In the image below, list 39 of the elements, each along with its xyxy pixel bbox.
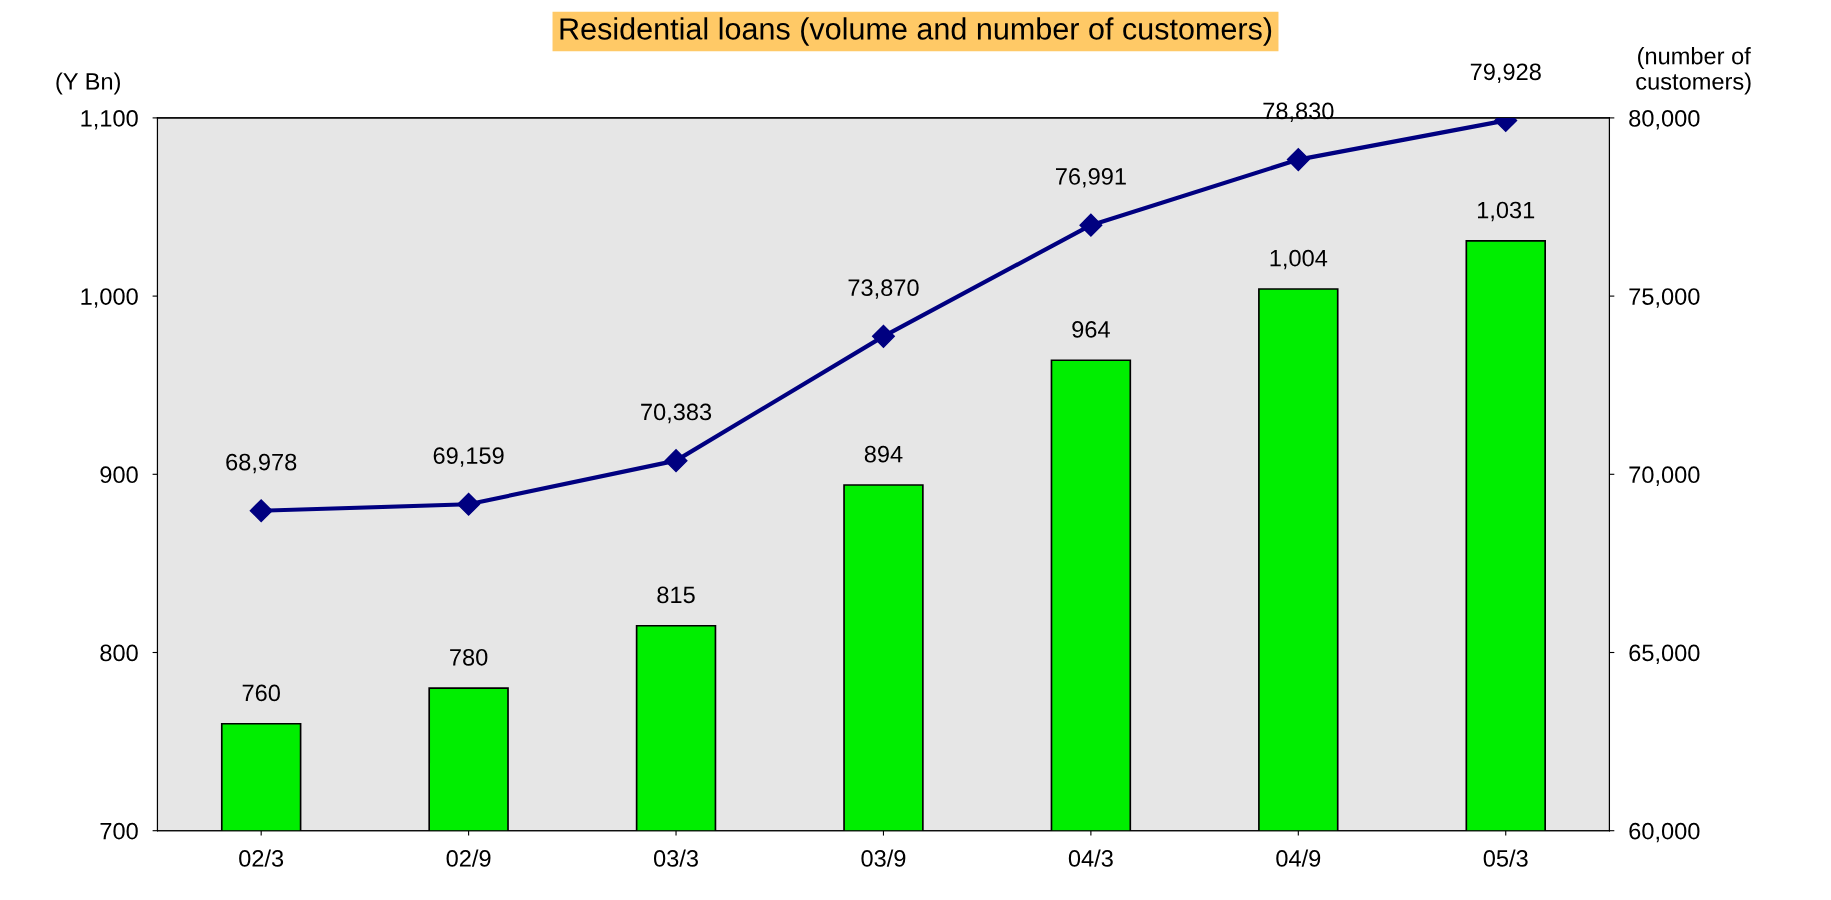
chart-title: Residential loans (volume and number of customers) bbox=[560, 17, 1272, 46]
data-label: 70,383 bbox=[641, 403, 712, 424]
x-tick-label: 02/9 bbox=[446, 849, 491, 867]
x-tick-label: 04/9 bbox=[1276, 849, 1321, 867]
data-label: 760 bbox=[242, 684, 280, 702]
y-tick-label: 1,100 bbox=[81, 109, 138, 130]
x-tick-label: 05/3 bbox=[1483, 849, 1528, 867]
x-tick-label: 02/3 bbox=[239, 849, 284, 867]
y-tick-label: 800 bbox=[100, 644, 138, 662]
y-tick-label: 900 bbox=[100, 466, 138, 484]
data-label: 780 bbox=[450, 648, 488, 666]
point bbox=[664, 449, 688, 473]
data-label: 68,978 bbox=[226, 453, 297, 474]
x-tick-label: 03/9 bbox=[861, 849, 906, 867]
y-tick-label: 1,000 bbox=[81, 288, 138, 308]
y2-tick-label: 80,000 bbox=[1629, 109, 1700, 130]
y2-tick-label: 60,000 bbox=[1629, 822, 1700, 843]
data-label: 73,870 bbox=[848, 279, 919, 299]
y2-tick-label: 65,000 bbox=[1629, 644, 1700, 665]
data-label: 76,991 bbox=[1055, 168, 1126, 188]
y2-axis-title: (number of customers) bbox=[1636, 47, 1751, 95]
data-label: 964 bbox=[1072, 321, 1110, 338]
point bbox=[457, 492, 481, 516]
point bbox=[871, 324, 895, 348]
data-label: 894 bbox=[864, 445, 903, 463]
data-label: 1,004 bbox=[1270, 249, 1328, 270]
point bbox=[1079, 213, 1103, 237]
data-label: 815 bbox=[657, 586, 695, 604]
y2-tick-label: 75,000 bbox=[1629, 288, 1700, 308]
data-label: 79,928 bbox=[1470, 63, 1541, 83]
data-label: 1,031 bbox=[1478, 201, 1535, 222]
point bbox=[1286, 148, 1310, 172]
y-axis-title: (Y Bn) bbox=[56, 72, 120, 95]
data-label: 69,159 bbox=[433, 447, 504, 467]
point bbox=[249, 499, 273, 523]
x-tick-label: 03/3 bbox=[653, 849, 698, 867]
y-tick-label: 700 bbox=[100, 822, 138, 840]
y2-tick-label: 70,000 bbox=[1629, 466, 1700, 486]
x-tick-label: 04/3 bbox=[1068, 849, 1113, 867]
